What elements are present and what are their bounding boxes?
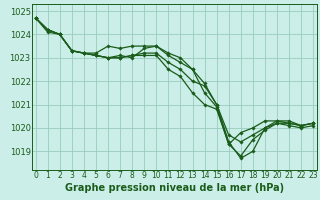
X-axis label: Graphe pression niveau de la mer (hPa): Graphe pression niveau de la mer (hPa) [65, 183, 284, 193]
